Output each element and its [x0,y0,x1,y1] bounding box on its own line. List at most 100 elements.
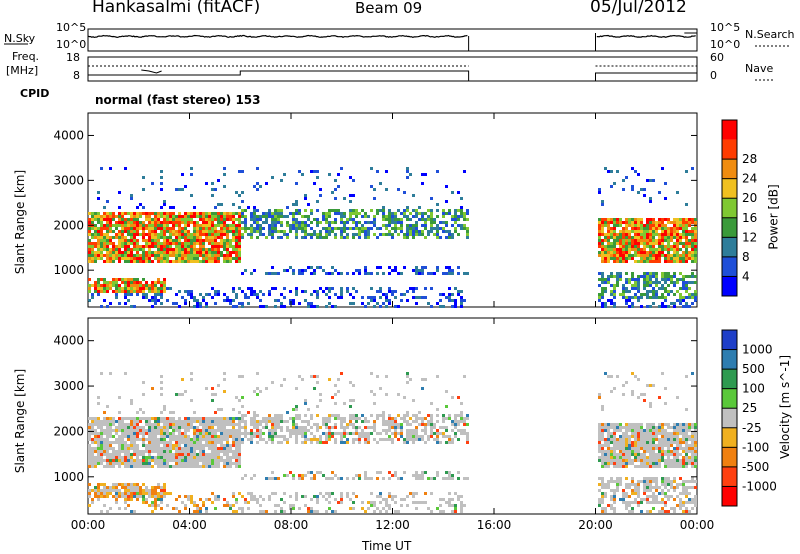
velocity-cell [175,423,178,426]
power-cell [685,302,688,305]
power-cell [646,230,649,233]
velocity-cell [145,438,148,441]
power-cell [163,233,166,236]
velocity-cell [184,447,187,450]
velocity-cell [652,429,655,432]
velocity-cell [652,495,655,498]
power-cell [661,221,664,224]
velocity-cell [244,435,247,438]
velocity-cell [445,405,448,408]
velocity-cell [100,495,103,498]
velocity-cell [361,435,364,438]
velocity-cell [424,417,427,420]
power-cell [118,245,121,248]
velocity-cell [217,450,220,453]
velocity-cell [625,450,628,453]
velocity-cell [172,459,175,462]
power-cell [124,221,127,224]
power-cell [118,302,121,305]
velocity-cell [154,444,157,447]
velocity-cell [367,441,370,444]
power-cell [385,215,388,218]
power-cell [640,218,643,221]
power-cell [142,278,145,281]
power-cell [598,254,601,257]
velocity-cell [112,450,115,453]
power-cell [160,221,163,224]
velocity-cell [130,426,133,429]
velocity-cell [163,492,166,495]
velocity-cell [430,402,433,405]
velocity-cell [160,489,163,492]
velocity-cell [598,489,601,492]
velocity-cell [667,483,670,486]
power-cell [229,230,232,233]
velocity-cell [694,441,697,444]
power-cell [382,212,385,215]
power-cell [631,287,634,290]
velocity-cell [187,453,190,456]
velocity-cell [658,444,661,447]
power-cell [166,251,169,254]
power-cell [376,302,379,305]
freq-trace [88,71,697,81]
power-cell [235,296,238,299]
velocity-cell [319,426,322,429]
power-cell [382,233,385,236]
velocity-cell [331,492,334,495]
power-cell [190,194,193,197]
power-cell [604,239,607,242]
power-cell [346,221,349,224]
velocity-cell [169,420,172,423]
velocity-cell [238,453,241,456]
velocity-cell [100,453,103,456]
velocity-cell [241,510,244,513]
velocity-cell [688,492,691,495]
velocity-cell [637,432,640,435]
power-cell [136,218,139,221]
velocity-cell [103,420,106,423]
velocity-cell [679,447,682,450]
power-cell [607,242,610,245]
velocity-cell [673,510,676,513]
velocity-cell [226,417,229,420]
velocity-cell [649,495,652,498]
power-cell [349,209,352,212]
power-cell [223,257,226,260]
power-cell [682,251,685,254]
velocity-cell [190,465,193,468]
power-cell [97,293,100,296]
velocity-cell [625,495,628,498]
power-cell [166,260,169,263]
power-cell [160,212,163,215]
power-cell [115,281,118,284]
velocity-cell [685,462,688,465]
power-cell [241,272,244,275]
power-cell [349,218,352,221]
velocity-cell [406,432,409,435]
velocity-cell [109,462,112,465]
power-cell [133,278,136,281]
power-cell [112,230,115,233]
velocity-cell [658,396,661,399]
velocity-cell [151,435,154,438]
velocity-cell [673,447,676,450]
power-cell [610,227,613,230]
power-cell [193,206,196,209]
power-cell [178,290,181,293]
nsky-panel-frame [88,29,697,51]
velocity-cell [199,459,202,462]
velocity-cell [157,420,160,423]
power-cell [658,233,661,236]
power-cell [91,296,94,299]
power-cell [91,227,94,230]
velocity-cell [346,477,349,480]
velocity-cell [232,456,235,459]
velocity-cell [445,390,448,393]
velocity-cell [631,489,634,492]
power-cell [646,218,649,221]
power-cell [94,284,97,287]
power-cell [385,293,388,296]
power-cell [430,305,433,308]
power-cell [646,236,649,239]
